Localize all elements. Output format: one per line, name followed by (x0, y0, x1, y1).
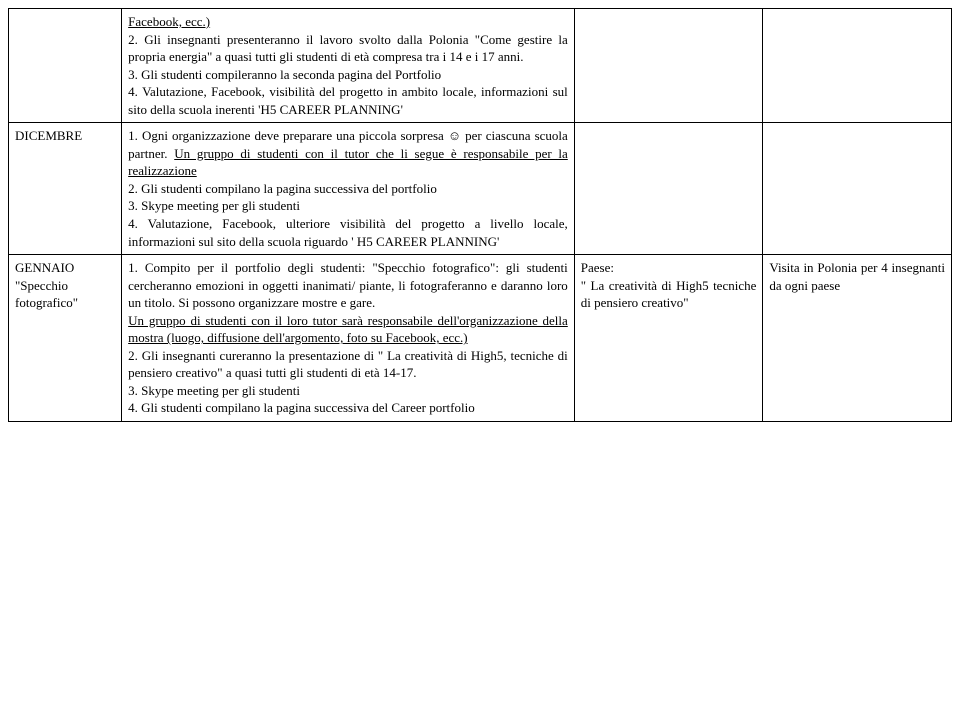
cell-month: DICEMBRE (9, 123, 122, 255)
cell-activities: 1. Ogni organizzazione deve preparare un… (122, 123, 575, 255)
cell-activities: 1. Compito per il portfolio degli studen… (122, 255, 575, 422)
cell-visit (763, 9, 952, 123)
schedule-table: Facebook, ecc.)2. Gli insegnanti present… (8, 8, 952, 422)
table-row: DICEMBRE 1. Ogni organizzazione deve pre… (9, 123, 952, 255)
cell-month (9, 9, 122, 123)
table-body: Facebook, ecc.)2. Gli insegnanti present… (9, 9, 952, 422)
cell-month: GENNAIO"Specchio fotografico" (9, 255, 122, 422)
cell-country (574, 9, 763, 123)
table-row: GENNAIO"Specchio fotografico" 1. Compito… (9, 255, 952, 422)
cell-visit (763, 123, 952, 255)
cell-visit: Visita in Polonia per 4 insegnanti da og… (763, 255, 952, 422)
table-row: Facebook, ecc.)2. Gli insegnanti present… (9, 9, 952, 123)
cell-country: Paese:" La creatività di High5 tecniche … (574, 255, 763, 422)
cell-country (574, 123, 763, 255)
cell-activities: Facebook, ecc.)2. Gli insegnanti present… (122, 9, 575, 123)
